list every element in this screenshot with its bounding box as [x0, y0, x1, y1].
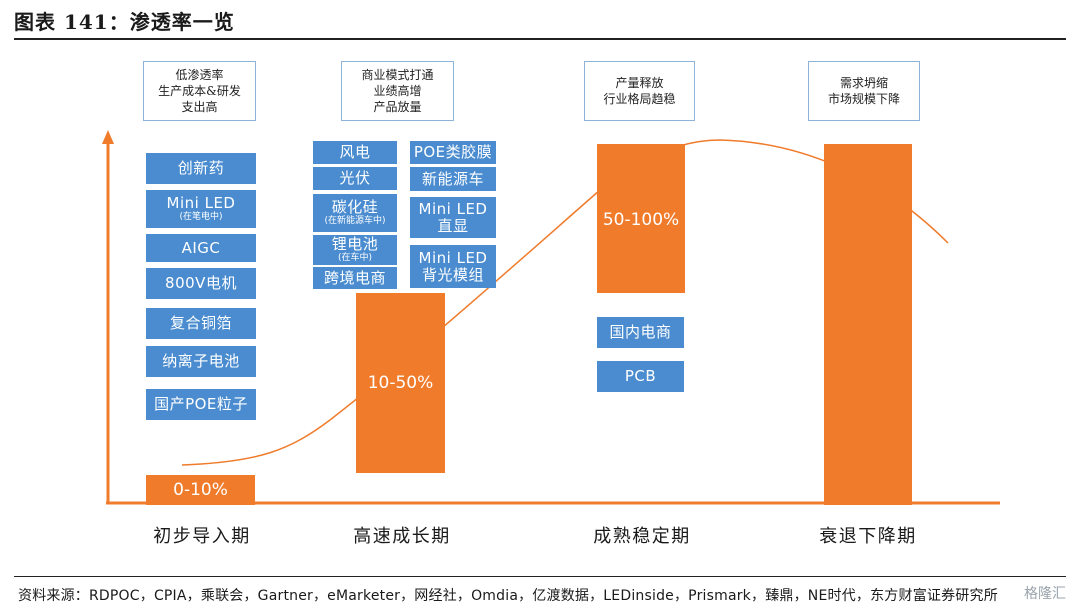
stage-note-mature: 产量释放 行业格局趋稳	[584, 61, 695, 121]
tag-label: POE类胶膜	[413, 143, 493, 161]
note-line: 产量释放	[615, 76, 664, 90]
tag-wind-power: 风电	[313, 141, 397, 164]
stage-note-intro: 低渗透率 生产成本&研发 支出高	[143, 61, 256, 121]
tag-label: 国产POE粒子	[154, 395, 248, 413]
tag-mini-led-backlight: Mini LED 背光模组	[410, 245, 496, 288]
tag-label: 创新药	[177, 159, 225, 177]
source-note: 资料来源：RDPOC，CPIA，乘联会，Gartner，eMarketer，网经…	[18, 588, 998, 604]
top-rule	[14, 38, 1066, 40]
tag-composite-copper-foil: 复合铜箔	[146, 308, 256, 339]
tag-aigc: AIGC	[146, 234, 256, 262]
bar-intro: 0-10%	[146, 475, 255, 505]
tag-domestic-poe-pellets: 国产POE粒子	[146, 389, 256, 420]
lifecycle-curve	[181, 139, 949, 466]
watermark: 格隆汇	[1022, 583, 1068, 603]
tag-label: 纳离子电池	[162, 352, 240, 370]
tag-lithium-battery: 锂电池 (在车中)	[313, 235, 397, 265]
tag-sodium-ion-battery: 纳离子电池	[146, 346, 256, 377]
note-line: 产品放量	[373, 100, 422, 114]
bar-growth: 10-50%	[356, 293, 445, 473]
figure-title: 图表 141：渗透率一览	[14, 10, 235, 34]
tag-mini-led-direct-display: Mini LED 直显	[410, 197, 496, 238]
tag-sublabel: (在车中)	[337, 253, 373, 263]
stage-label-mature: 成熟稳定期	[593, 526, 691, 547]
tag-800v-motor: 800V电机	[146, 268, 256, 299]
tag-innovative-drug: 创新药	[146, 153, 256, 184]
tag-label: PCB	[624, 367, 657, 385]
tag-label: Mini LED	[166, 194, 236, 212]
tag-label: Mini LED	[418, 199, 488, 218]
bar-label-intro: 0-10%	[173, 480, 228, 500]
tag-sublabel: (在笔电中)	[179, 212, 223, 222]
tag-label: AIGC	[181, 238, 221, 257]
tag-label: Mini LED	[418, 248, 488, 267]
tag-pcb: PCB	[597, 361, 684, 392]
stage-note-growth: 商业模式打通 业绩高增 产品放量	[341, 61, 454, 121]
tag-sublabel: 直显	[437, 216, 469, 235]
bar-decline	[824, 144, 912, 505]
note-line: 行业格局趋稳	[603, 92, 676, 106]
tag-label: 复合铜箔	[169, 314, 232, 332]
tag-new-energy-vehicle: 新能源车	[410, 167, 496, 191]
tag-label: 光伏	[339, 169, 371, 187]
stage-label-growth: 高速成长期	[353, 526, 451, 547]
bar-label-growth: 10-50%	[367, 373, 434, 393]
bottom-rule	[14, 576, 1066, 577]
tag-silicon-carbide: 碳化硅 (在新能源车中)	[313, 194, 397, 232]
y-axis-arrow-icon	[102, 130, 114, 144]
tag-poe-film: POE类胶膜	[410, 141, 496, 164]
note-line: 市场规模下降	[827, 92, 900, 106]
note-line: 需求坍缩	[839, 76, 888, 90]
tag-label: 新能源车	[421, 169, 484, 188]
tag-sublabel: (在新能源车中)	[324, 216, 386, 226]
tag-mini-led-laptop: Mini LED (在笔电中)	[146, 190, 256, 228]
note-line: 生产成本&研发	[158, 84, 241, 98]
tag-cross-border-ecommerce: 跨境电商	[313, 267, 397, 289]
tag-sublabel: 背光模组	[421, 265, 484, 284]
tag-domestic-ecommerce: 国内电商	[597, 317, 684, 348]
tag-photovoltaic: 光伏	[313, 167, 397, 190]
tag-label: 风电	[339, 143, 371, 161]
note-line: 商业模式打通	[361, 68, 434, 82]
tag-label: 跨境电商	[323, 268, 386, 287]
stage-note-decline: 需求坍缩 市场规模下降	[808, 61, 920, 121]
bar-mature: 50-100%	[597, 144, 685, 293]
tag-label: 800V电机	[165, 274, 237, 292]
note-line: 支出高	[181, 100, 218, 114]
stage-label-decline: 衰退下降期	[819, 526, 917, 547]
stage-label-intro: 初步导入期	[153, 526, 251, 547]
note-line: 业绩高增	[373, 84, 422, 98]
bar-label-mature: 50-100%	[602, 210, 680, 230]
tag-label: 碳化硅	[331, 198, 379, 216]
tag-label: 锂电池	[331, 235, 379, 253]
tag-label: 国内电商	[609, 323, 672, 341]
note-line: 低渗透率	[175, 68, 224, 82]
